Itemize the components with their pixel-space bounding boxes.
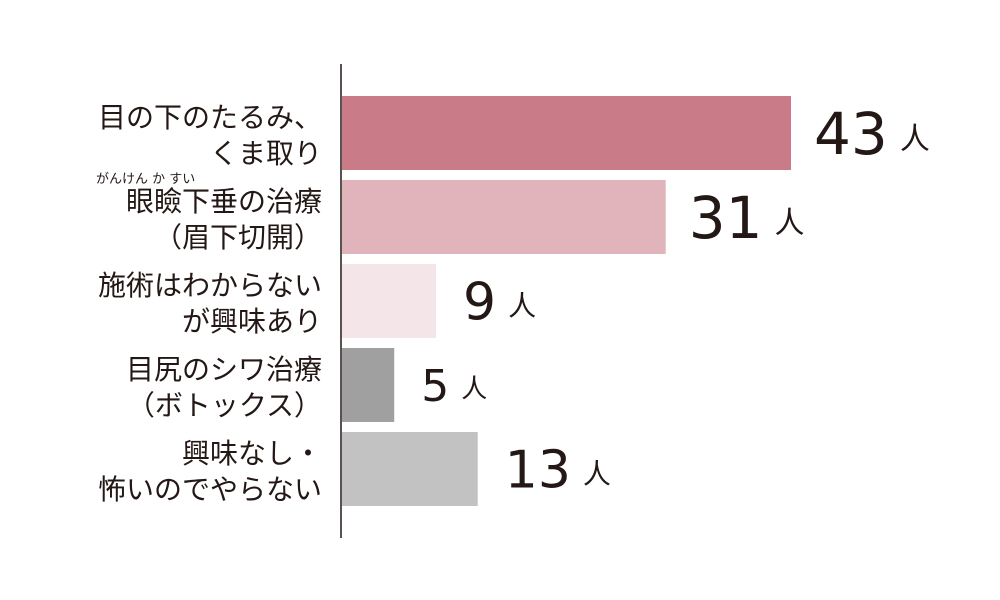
- value-unit-4: 人: [583, 458, 611, 491]
- category-label-2-line-1: が興味あり: [182, 305, 322, 338]
- category-label-1-line-0: 眼瞼下垂の治療: [126, 185, 322, 218]
- value-number-0: 43: [814, 100, 888, 168]
- value-number-4: 13: [505, 441, 571, 501]
- value-number-3: 5: [421, 361, 449, 412]
- category-label-1-line-1: （眉下切開）: [154, 221, 322, 254]
- value-number-1: 31: [689, 184, 763, 252]
- value-number-2: 9: [463, 273, 496, 333]
- value-label-4: 13 人: [505, 441, 611, 501]
- category-label-4-line-1: 怖いのでやらない: [98, 473, 322, 506]
- value-label-1: 31 人: [689, 184, 805, 252]
- bar-1: [342, 180, 666, 254]
- category-ruby-1: がんけん か すい: [96, 172, 195, 187]
- category-label-2-line-0: 施術はわからない: [98, 269, 322, 302]
- bars: [342, 96, 791, 506]
- category-label-0-line-1: くま取り: [210, 137, 322, 170]
- value-unit-1: 人: [775, 206, 805, 241]
- category-label-4-line-0: 興味なし・: [182, 437, 322, 470]
- bar-3: [342, 348, 395, 422]
- category-label-3-line-0: 目尻のシワ治療: [126, 353, 322, 386]
- value-label-0: 43 人: [814, 100, 930, 168]
- value-unit-0: 人: [900, 122, 930, 157]
- category-label-0-line-0: 目の下のたるみ、: [98, 101, 322, 134]
- category-label-3-line-1: （ボトックス）: [127, 389, 322, 422]
- value-labels: 43 人31 人9 人5 人13 人: [421, 100, 930, 501]
- bar-4: [342, 432, 478, 506]
- value-unit-3: 人: [461, 374, 487, 404]
- bar-0: [342, 96, 791, 170]
- value-unit-2: 人: [508, 290, 536, 323]
- bar-2: [342, 264, 436, 338]
